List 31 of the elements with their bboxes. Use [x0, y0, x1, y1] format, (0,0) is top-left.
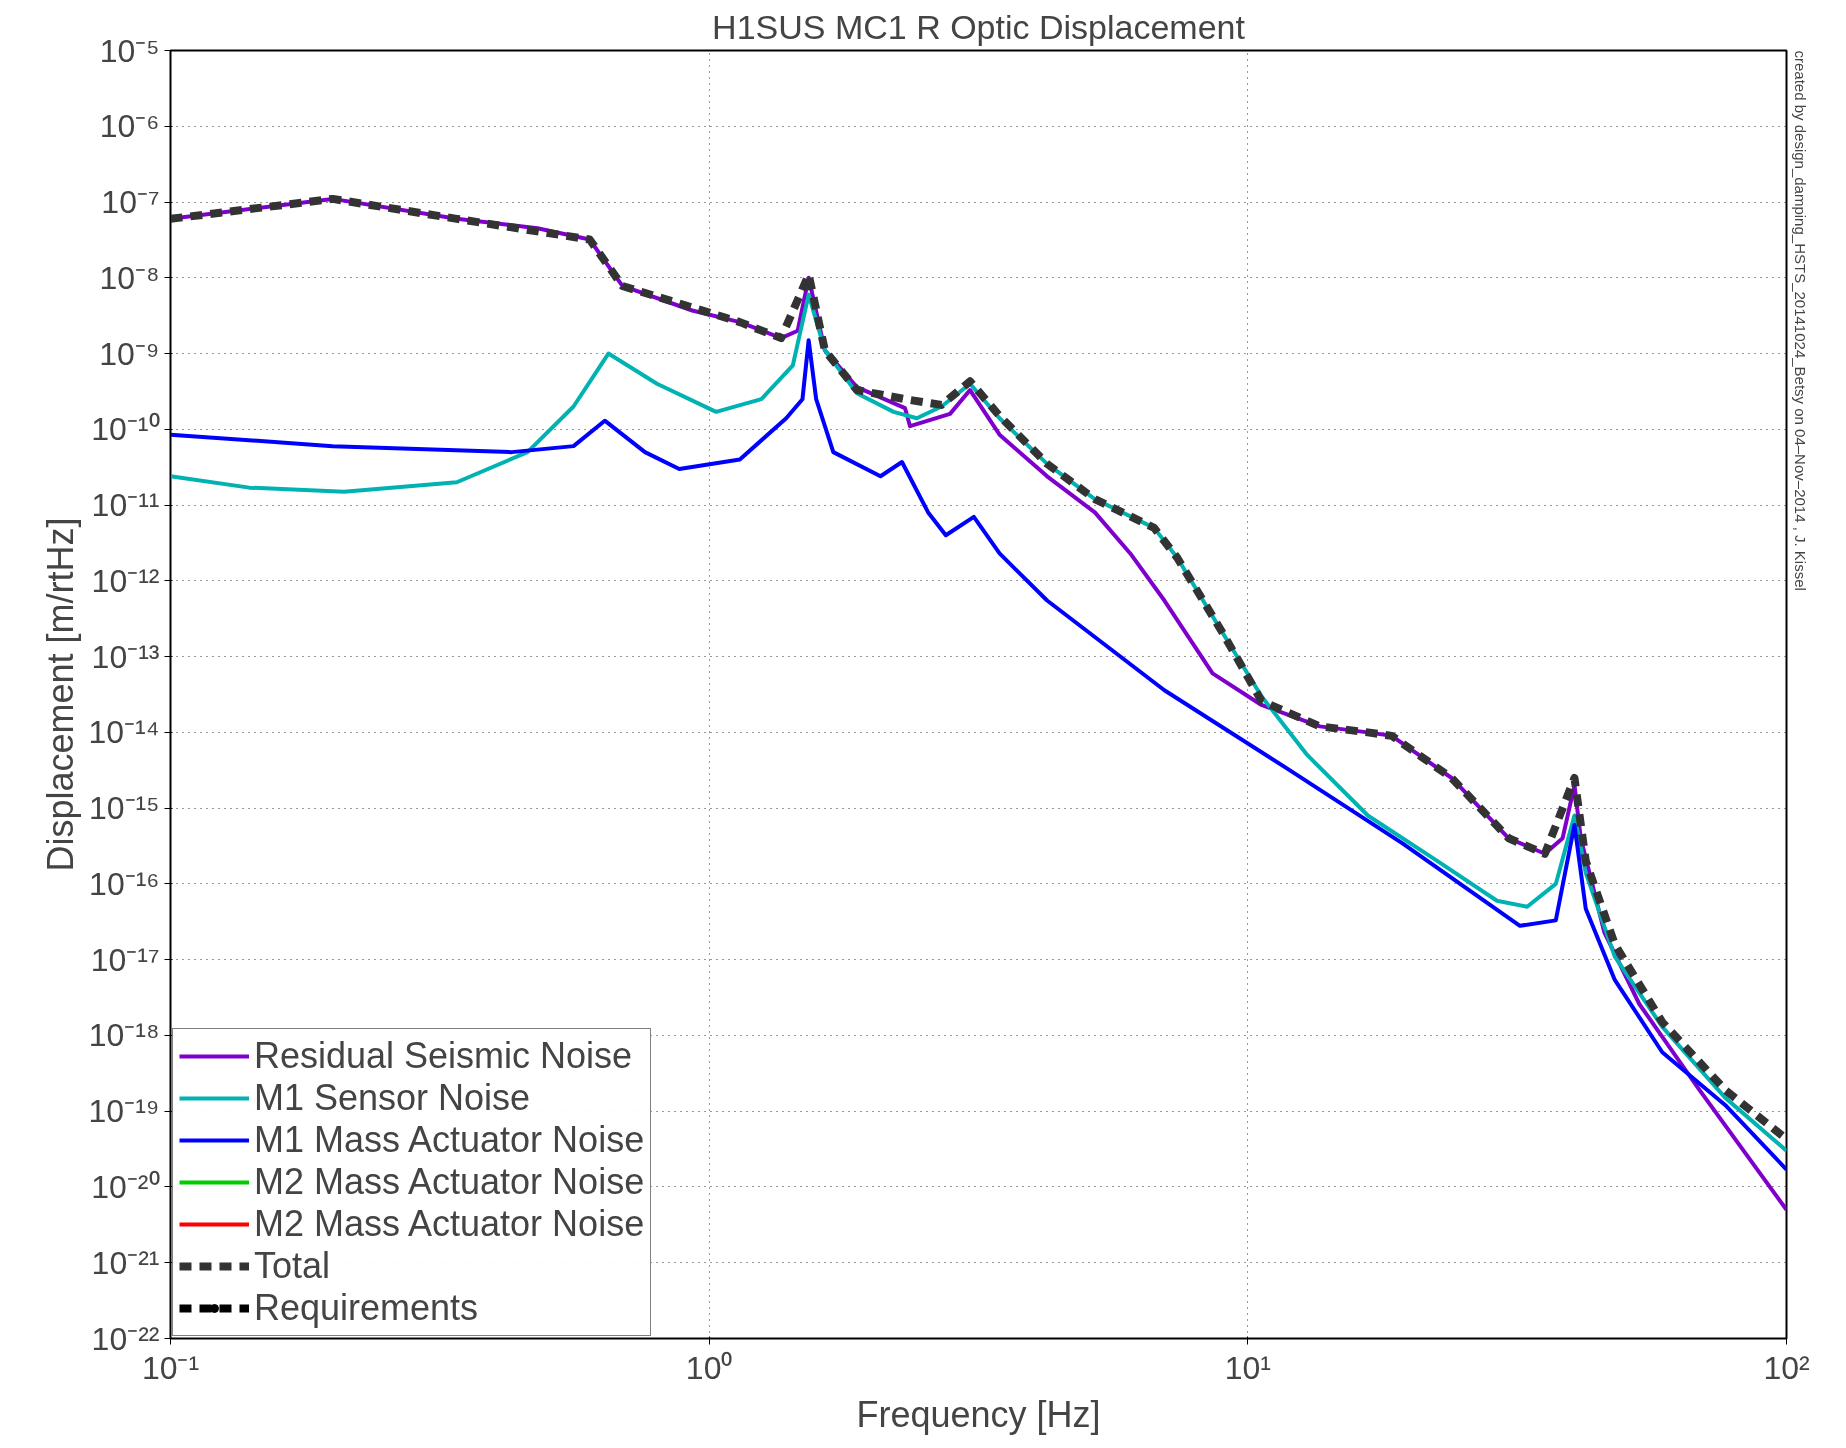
- y-tick-label: 10⁻²⁰: [91, 1168, 160, 1205]
- y-tick-label: 10⁻²¹: [91, 1244, 160, 1281]
- x-tick-label: 10²: [1763, 1349, 1810, 1386]
- y-tick-label: 10⁻¹⁵: [88, 790, 160, 827]
- y-tick-label: 10⁻¹⁸: [88, 1017, 160, 1054]
- x-axis-title: Frequency [Hz]: [856, 1393, 1101, 1435]
- legend-label: M1 Mass Actuator Noise: [254, 1119, 645, 1161]
- y-tick-label: 10⁻¹¹: [91, 487, 160, 524]
- legend-label: M2 Mass Actuator Noise: [254, 1203, 645, 1245]
- y-tick-label: 10⁻¹⁹: [88, 1093, 160, 1130]
- legend-label: M1 Sensor Noise: [254, 1077, 531, 1119]
- y-tick-label: 10⁻¹²: [91, 562, 160, 599]
- y-tick-label: 10⁻¹⁶: [89, 865, 160, 902]
- legend-label: Requirements: [254, 1287, 479, 1329]
- legend-label: Total: [254, 1245, 331, 1287]
- y-tick-label: 10⁻¹³: [91, 638, 160, 675]
- chart-title: H1SUS MC1 R Optic Displacement: [712, 7, 1246, 46]
- y-tick-label: 10⁻¹⁷: [90, 941, 160, 978]
- text: created by design_damping_HSTS_20141024_Betsy on 04–Nov–2014 , J. Kissel: [1791, 50, 1809, 591]
- y-tick-label: 10⁻¹⁴: [88, 714, 160, 751]
- y-tick-label: 10⁻⁷: [101, 184, 160, 221]
- x-tick-label: 10⁰: [685, 1349, 733, 1386]
- y-tick-label: 10⁻¹⁰: [91, 411, 160, 448]
- y-tick-label: 10⁻⁸: [99, 259, 160, 296]
- legend-label: Residual Seismic Noise: [254, 1035, 633, 1077]
- y-tick-label: 10⁻⁵: [99, 32, 160, 69]
- legend-label: M2 Mass Actuator Noise: [254, 1161, 645, 1203]
- y-axis-title: Displacement [m/rtHz]: [39, 517, 81, 872]
- y-tick-label: 10⁻⁶: [99, 108, 160, 145]
- y-tick-label: 10⁻⁹: [99, 335, 160, 372]
- x-tick-label: 10¹: [1224, 1349, 1271, 1386]
